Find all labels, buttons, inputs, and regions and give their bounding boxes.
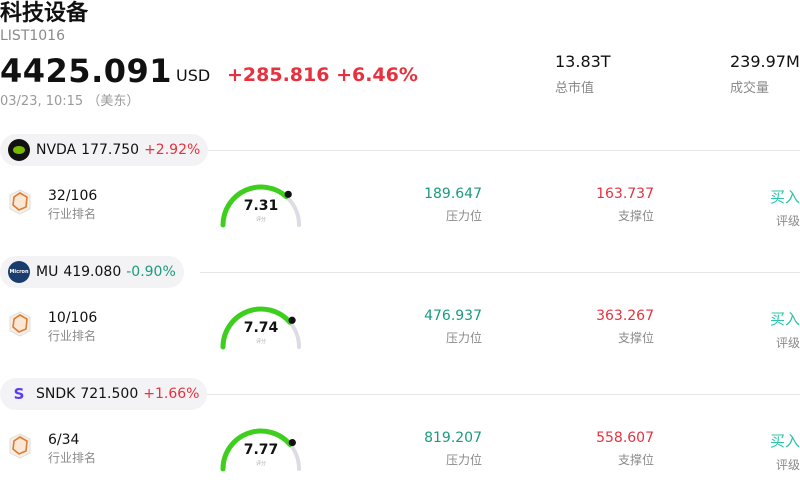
resistance-level: 476.937 压力位 xyxy=(424,308,482,346)
stock-symbol: NVDA xyxy=(36,142,77,158)
section-divider xyxy=(200,394,800,395)
gauge-marker xyxy=(284,190,292,198)
nvidia-eye-icon xyxy=(13,146,25,154)
logo-text: Micron xyxy=(9,269,29,275)
rating-value[interactable]: 买入 xyxy=(769,188,800,206)
micron-logo: Micron xyxy=(8,261,30,283)
market-cap-label: 总市值 xyxy=(555,81,595,96)
industry-rank-value: 32/106 xyxy=(48,188,98,204)
resistance-value: 819.207 xyxy=(424,430,482,446)
support-value: 363.267 xyxy=(596,308,654,324)
rating-value[interactable]: 买入 xyxy=(769,432,800,450)
stock-symbol: MU xyxy=(36,264,59,280)
resistance-value: 189.647 xyxy=(424,186,482,202)
score-label: 评分 xyxy=(255,339,266,345)
market-cap-stat: 13.83T 总市值 xyxy=(555,52,611,96)
rating-label: 评级 xyxy=(775,336,800,350)
sector-change: +285.816 +6.46% xyxy=(227,64,418,86)
gauge-fill xyxy=(220,184,289,228)
score-gauge xyxy=(220,306,301,350)
resistance-level: 189.647 压力位 xyxy=(424,186,482,224)
gauge-fill xyxy=(220,428,293,472)
industry-rank-icon xyxy=(9,311,31,337)
stock-detail-row[interactable]: 6/34 行业排名 7.77 评分 819.207 压力位 558.607 支撑… xyxy=(0,424,800,484)
rating[interactable]: 买入 评级 xyxy=(770,308,800,351)
industry-rank-value: 10/106 xyxy=(48,310,98,326)
gauge-marker xyxy=(288,438,296,447)
stock-pill-nvda[interactable]: NVDA 177.750 +2.92% xyxy=(0,134,209,166)
stock-change: +2.92% xyxy=(144,142,201,158)
market-cap-value: 13.83T xyxy=(555,52,611,71)
stock-price: 419.080 xyxy=(63,264,122,280)
industry-rank-value: 6/34 xyxy=(48,432,80,448)
resistance-label: 压力位 xyxy=(445,453,482,467)
volume-label: 成交量 xyxy=(730,81,770,96)
support-label: 支撑位 xyxy=(617,453,654,467)
stock-pill-mu[interactable]: Micron MU 419.080 -0.90% xyxy=(0,256,184,288)
stock-pill-sndk[interactable]: S SNDK 721.500 +1.66% xyxy=(0,378,208,410)
resistance-label: 压力位 xyxy=(445,331,482,345)
support-value: 558.607 xyxy=(596,430,654,446)
stock-detail-row[interactable]: 10/106 行业排名 7.74 评分 476.937 压力位 363.267 … xyxy=(0,302,800,362)
quote-time: 03/23, 10:15 （美东） xyxy=(0,94,140,109)
industry-rank-icon xyxy=(9,189,31,215)
rating-label: 评级 xyxy=(775,214,800,228)
support-value: 163.737 xyxy=(596,186,654,202)
sandisk-logo: S xyxy=(8,383,30,405)
score-value: 7.31 xyxy=(243,198,279,214)
section-divider xyxy=(200,272,800,273)
industry-rank-icon xyxy=(9,433,31,459)
resistance-value: 476.937 xyxy=(424,308,482,324)
section-divider xyxy=(200,150,800,151)
stock-detail-row[interactable]: 32/106 行业排名 7.31 评分 189.647 压力位 163.737 … xyxy=(0,180,800,240)
volume-stat: 239.97M 成交量 xyxy=(730,52,800,96)
score-gauge xyxy=(220,184,301,228)
volume-value: 239.97M xyxy=(730,52,800,71)
stock-symbol: SNDK xyxy=(36,386,76,402)
support-level: 363.267 支撑位 xyxy=(596,308,654,346)
stock-price: 721.500 xyxy=(80,386,139,402)
support-label: 支撑位 xyxy=(617,209,654,223)
stock-change: +1.66% xyxy=(143,386,200,402)
rating[interactable]: 买入 评级 xyxy=(770,186,800,229)
stock-price: 177.750 xyxy=(81,142,140,158)
industry-rank-label: 行业排名 xyxy=(48,329,97,343)
sector-title: 科技设备 xyxy=(0,1,89,26)
score-value: 7.74 xyxy=(243,320,279,336)
logo-text: S xyxy=(13,385,25,403)
sector-price: 4425.091 xyxy=(0,52,173,90)
score-label: 评分 xyxy=(255,217,266,223)
industry-rank-label: 行业排名 xyxy=(48,207,97,221)
resistance-level: 819.207 压力位 xyxy=(424,430,482,468)
gauge-marker xyxy=(288,316,296,324)
gauge-fill xyxy=(220,306,293,350)
rating-label: 评级 xyxy=(775,458,800,472)
support-level: 558.607 支撑位 xyxy=(596,430,654,468)
industry-rank-label: 行业排名 xyxy=(48,451,97,465)
rating[interactable]: 买入 评级 xyxy=(770,430,800,473)
nvidia-logo xyxy=(8,139,30,161)
sector-code: LIST1016 xyxy=(0,28,65,44)
support-label: 支撑位 xyxy=(617,331,654,345)
currency-label: USD xyxy=(176,66,211,85)
resistance-label: 压力位 xyxy=(445,209,482,223)
support-level: 163.737 支撑位 xyxy=(596,186,654,224)
score-value: 7.77 xyxy=(243,442,279,458)
score-gauge xyxy=(220,428,301,472)
stock-change: -0.90% xyxy=(126,264,176,280)
score-label: 评分 xyxy=(255,461,266,467)
rating-value[interactable]: 买入 xyxy=(769,310,800,328)
